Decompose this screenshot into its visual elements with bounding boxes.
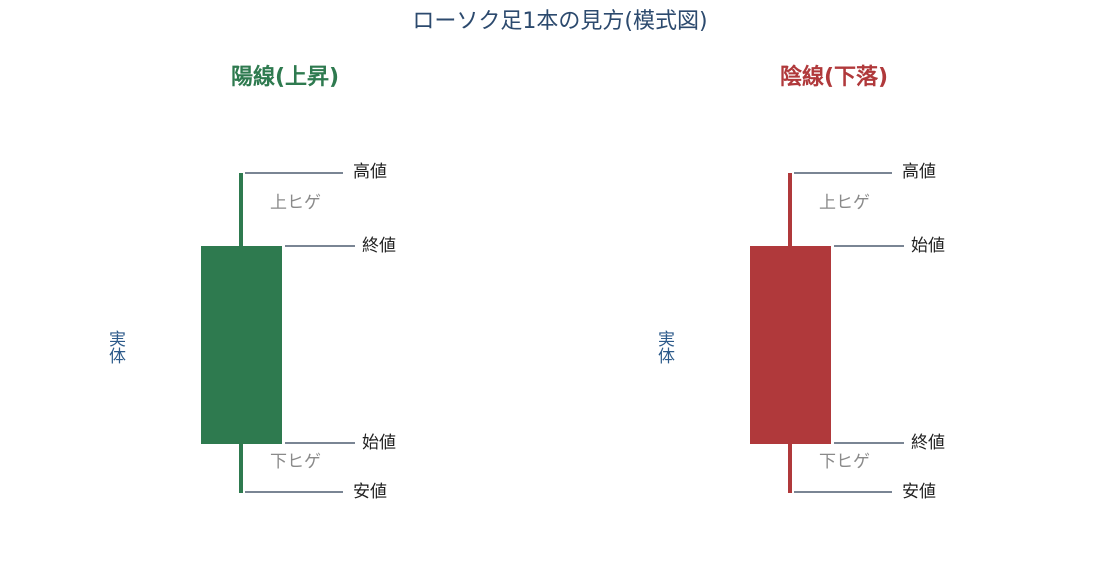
lower-wick-label: 下ヒゲ [819, 452, 870, 472]
lower-wick-label: 下ヒゲ [270, 452, 321, 472]
top-label: 終値 [362, 236, 396, 256]
body-label: 実体 [105, 330, 126, 364]
low-label: 安値 [902, 482, 936, 502]
bottom-label: 始値 [362, 433, 396, 453]
low-label: 安値 [353, 482, 387, 502]
upper-wick-label: 上ヒゲ [270, 193, 321, 213]
high-label: 高値 [353, 162, 387, 182]
candle-body [750, 246, 831, 444]
top-label: 始値 [911, 236, 945, 256]
panel-title: 陽線(上昇) [231, 64, 339, 90]
candle-body [201, 246, 282, 444]
body-label: 実体 [654, 330, 675, 364]
high-label: 高値 [902, 162, 936, 182]
upper-wick-label: 上ヒゲ [819, 193, 870, 213]
panel-title: 陰線(下落) [780, 64, 888, 90]
bottom-label: 終値 [911, 433, 945, 453]
diagram-title: ローソク足1本の見方(模式図) [412, 9, 707, 34]
